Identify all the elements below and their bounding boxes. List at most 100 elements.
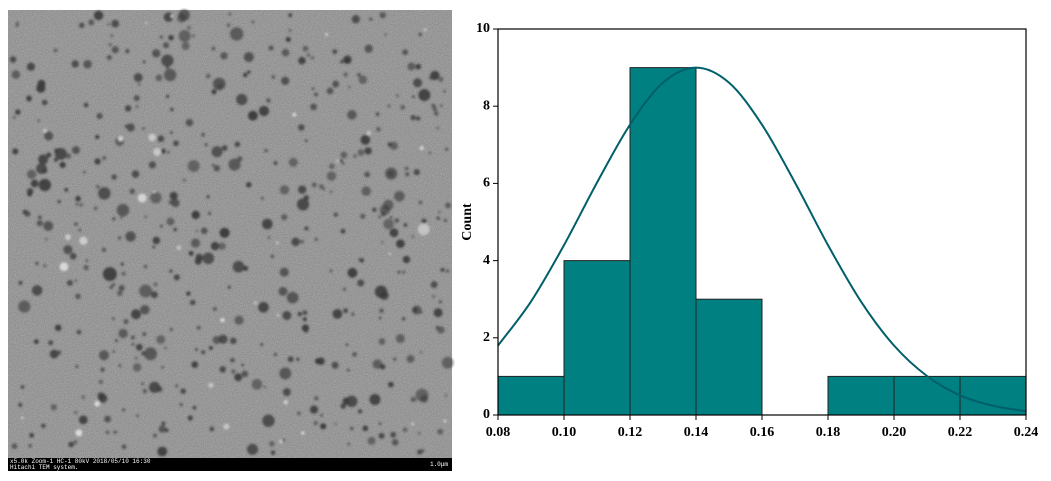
particle	[251, 379, 263, 390]
particle	[234, 315, 244, 325]
bar	[629, 67, 697, 416]
particle	[63, 245, 73, 255]
particle	[436, 126, 440, 130]
particle	[387, 104, 391, 108]
particle	[75, 202, 79, 206]
particle	[407, 62, 416, 71]
particle	[320, 413, 324, 417]
particle	[232, 260, 245, 273]
particle	[118, 328, 128, 339]
particle	[73, 440, 78, 445]
x-tick-label: 0.18	[816, 425, 841, 440]
particle	[109, 285, 113, 289]
bar	[695, 298, 763, 416]
particle	[43, 221, 54, 231]
particle	[175, 384, 179, 388]
fit-curve	[497, 66, 1027, 413]
particle	[69, 252, 77, 260]
particle	[378, 432, 385, 439]
particle	[357, 409, 363, 414]
particle	[369, 17, 373, 21]
particle	[104, 415, 111, 423]
particle	[311, 182, 317, 188]
particle	[20, 416, 24, 420]
x-tick-label: 0.16	[750, 425, 775, 440]
particle	[262, 414, 275, 427]
particle	[194, 347, 198, 351]
particle	[419, 311, 423, 314]
particle	[279, 367, 292, 380]
particle	[382, 199, 394, 211]
particle	[353, 154, 357, 158]
y-tick-label: 6	[483, 176, 490, 191]
particle	[304, 226, 309, 231]
particle	[332, 49, 338, 55]
particles	[9, 9, 454, 457]
particle	[79, 236, 88, 245]
x-tick-label: 0.20	[882, 425, 907, 440]
particle	[164, 346, 167, 350]
particle	[309, 405, 319, 414]
particle	[412, 95, 415, 99]
particle	[348, 86, 351, 89]
particle	[153, 433, 157, 438]
particle	[181, 42, 190, 51]
particle	[133, 95, 140, 102]
particle	[118, 136, 124, 142]
particle	[173, 274, 180, 281]
particle	[54, 324, 62, 332]
particle	[417, 223, 430, 236]
particle	[38, 215, 42, 220]
particle	[437, 326, 445, 334]
particle	[310, 56, 315, 60]
particle	[40, 180, 44, 185]
particle	[118, 284, 125, 291]
particle	[419, 146, 424, 151]
particle	[141, 382, 144, 386]
particle	[85, 259, 89, 262]
particle	[369, 394, 381, 406]
particle	[241, 363, 245, 367]
micrograph-grain	[8, 10, 452, 458]
particle	[266, 98, 271, 103]
particle	[9, 56, 17, 63]
particle	[59, 161, 66, 169]
particle	[217, 83, 223, 89]
particle	[221, 145, 228, 151]
particle	[288, 157, 298, 167]
particle	[431, 103, 436, 109]
particle	[428, 151, 432, 155]
particle	[209, 426, 215, 432]
particle	[74, 410, 78, 414]
particle	[93, 10, 104, 21]
particle	[332, 80, 340, 88]
particle	[53, 157, 58, 162]
particle	[234, 373, 243, 382]
particle	[132, 363, 142, 372]
particle	[333, 212, 339, 217]
particle	[220, 52, 228, 60]
particle	[79, 203, 83, 207]
particle	[18, 280, 23, 285]
particle	[110, 34, 113, 38]
particle	[144, 347, 157, 361]
particle	[415, 63, 422, 70]
particle	[142, 389, 148, 394]
particle	[379, 11, 386, 19]
particle	[302, 317, 307, 322]
particle	[208, 382, 214, 388]
particle	[360, 135, 371, 145]
particle	[296, 411, 301, 416]
particle	[416, 449, 423, 455]
particle	[46, 152, 52, 158]
particle	[301, 324, 310, 332]
particle	[281, 438, 286, 442]
y-tick-label: 2	[483, 330, 490, 345]
particle	[96, 112, 103, 120]
particle	[120, 262, 124, 266]
particle	[350, 426, 354, 431]
particle	[131, 170, 140, 178]
particle	[241, 370, 249, 378]
x-tick-label: 0.14	[684, 425, 709, 440]
